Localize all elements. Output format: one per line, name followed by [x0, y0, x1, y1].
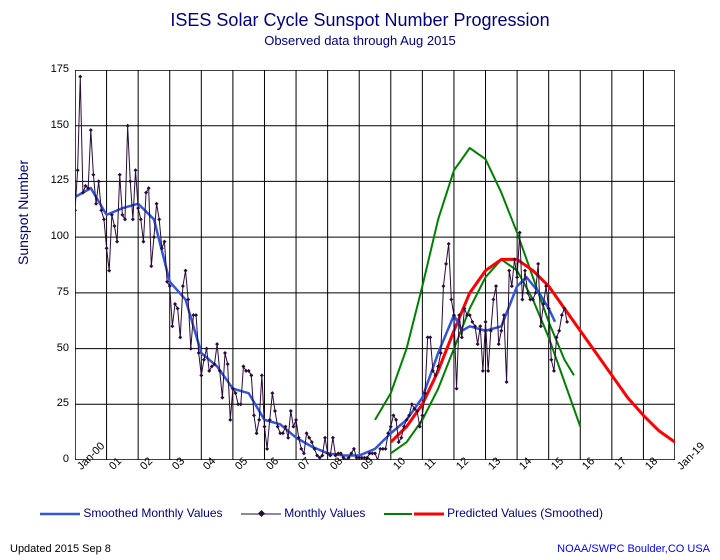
y-tick-label: 75 [57, 286, 69, 298]
y-tick-label: 125 [51, 174, 69, 186]
y-tick-label: 150 [51, 119, 69, 131]
chart-svg [75, 70, 675, 460]
legend-monthly-label: Monthly Values [284, 506, 365, 520]
y-axis-label: Sunspot Number [15, 160, 31, 265]
footer-source: NOAA/SWPC Boulder,CO USA [557, 543, 710, 555]
legend-smoothed-label: Smoothed Monthly Values [83, 506, 222, 520]
legend: Smoothed Monthly Values Monthly Values P… [40, 505, 700, 520]
legend-monthly: Monthly Values [241, 506, 366, 520]
chart-title: ISES Solar Cycle Sunspot Number Progress… [0, 10, 720, 31]
y-tick-label: 175 [51, 63, 69, 75]
legend-predicted: Predicted Values (Smoothed) [384, 506, 603, 520]
legend-smoothed: Smoothed Monthly Values [40, 506, 223, 520]
y-tick-label: 100 [51, 230, 69, 242]
chart-subtitle: Observed data through Aug 2015 [0, 33, 720, 48]
y-tick-label: 25 [57, 397, 69, 409]
legend-predicted-label: Predicted Values (Smoothed) [447, 506, 603, 520]
y-tick-label: 50 [57, 342, 69, 354]
x-tick-label: Jan-19 [675, 440, 707, 472]
footer-updated: Updated 2015 Sep 8 [10, 543, 111, 555]
y-tick-label: 0 [63, 453, 69, 465]
